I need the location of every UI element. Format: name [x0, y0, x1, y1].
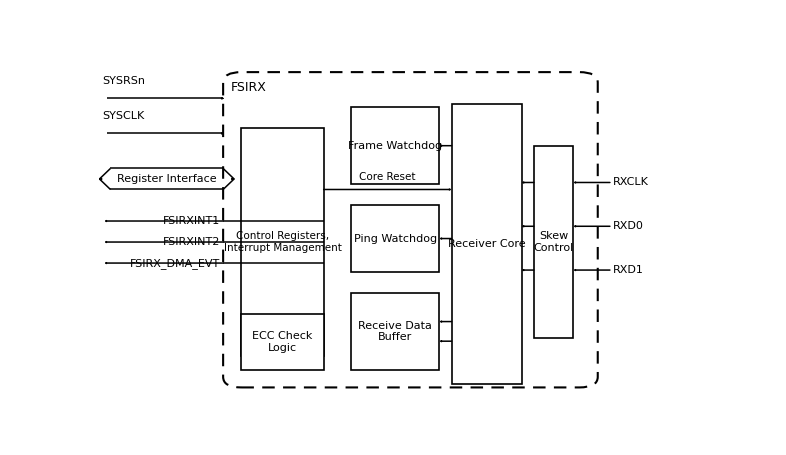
Text: RXD1: RXD1 [613, 265, 644, 275]
Text: FSIRXINT2: FSIRXINT2 [163, 237, 220, 247]
Bar [534, 146, 574, 339]
Bar [351, 293, 439, 370]
Text: Receiver Core: Receiver Core [448, 239, 525, 249]
Text: ECC Check
Logic: ECC Check Logic [252, 331, 313, 353]
Bar [351, 107, 439, 184]
Text: Skew
Control: Skew Control [534, 231, 574, 253]
Text: SYSCLK: SYSCLK [102, 111, 145, 121]
Bar [241, 314, 324, 370]
Text: Core Reset: Core Reset [359, 172, 416, 182]
Text: FSIRX_DMA_EVT: FSIRX_DMA_EVT [130, 258, 220, 268]
Text: FSIRX: FSIRX [230, 81, 266, 94]
Text: RXD0: RXD0 [613, 221, 644, 231]
Text: Control Registers,
Interrupt Management: Control Registers, Interrupt Management [223, 231, 341, 253]
Bar [351, 205, 439, 272]
Text: RXCLK: RXCLK [613, 177, 649, 187]
Bar [451, 104, 522, 384]
Text: Receive Data
Buffer: Receive Data Buffer [358, 321, 432, 342]
Bar [241, 128, 324, 356]
Text: Ping Watchdog: Ping Watchdog [354, 233, 437, 243]
Text: Register Interface: Register Interface [117, 174, 217, 184]
Text: SYSRSn: SYSRSn [102, 76, 145, 86]
Text: FSIRXINT1: FSIRXINT1 [163, 216, 220, 226]
Text: Frame Watchdog: Frame Watchdog [348, 141, 443, 151]
